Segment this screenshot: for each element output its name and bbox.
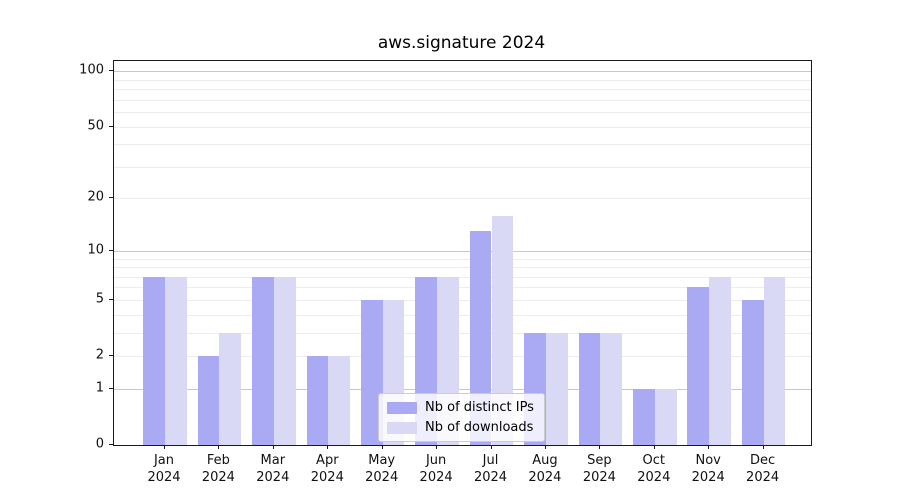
y-tick-label: 10 — [87, 242, 104, 258]
gridline-minor — [114, 258, 811, 260]
x-tick-label: Aug 2024 — [528, 453, 562, 485]
plot-area: Nb of distinct IPs Nb of downloads — [113, 60, 812, 446]
legend: Nb of distinct IPs Nb of downloads — [378, 393, 545, 442]
bar-downloads — [491, 215, 514, 445]
x-tick-label: Feb 2024 — [201, 453, 235, 485]
gridline-minor — [114, 79, 811, 81]
legend-item-downloads: Nb of downloads — [387, 420, 534, 435]
gridline-minor — [114, 89, 811, 90]
y-tick-mark — [109, 197, 113, 199]
x-tick-mark — [218, 445, 220, 449]
bar-downloads — [165, 276, 187, 445]
x-tick-label: Apr 2024 — [310, 453, 344, 485]
legend-swatch-distinct-ips — [387, 401, 417, 414]
bar-downloads — [654, 388, 677, 445]
x-tick-label: Dec 2024 — [746, 453, 780, 485]
y-tick-label: 50 — [87, 118, 104, 133]
y-tick-label: 100 — [79, 62, 104, 78]
bar-distinct-ips — [578, 332, 601, 445]
gridline-minor — [114, 314, 811, 316]
legend-item-distinct-ips: Nb of distinct IPs — [387, 400, 534, 415]
gridline-minor — [114, 287, 811, 289]
x-tick-mark — [653, 445, 655, 449]
bar-downloads — [219, 332, 242, 445]
y-tick-label: 1 — [95, 380, 104, 396]
y-tick-mark — [109, 444, 113, 445]
gridline-minor — [114, 332, 811, 334]
gridline-major — [114, 388, 811, 390]
x-tick-label: Jan 2024 — [147, 453, 181, 485]
gridline-minor — [114, 356, 811, 357]
gridline-minor — [114, 198, 811, 200]
x-tick-label: Sep 2024 — [582, 453, 616, 485]
bar-downloads — [328, 356, 351, 445]
y-tick-mark — [109, 298, 113, 300]
y-tick-label: 5 — [95, 291, 104, 307]
bar-downloads — [709, 276, 731, 445]
gridline-minor — [114, 299, 811, 301]
y-tick-mark — [109, 355, 113, 356]
x-tick-mark — [381, 445, 383, 449]
x-tick-label: May 2024 — [365, 453, 399, 485]
y-tick-mark — [109, 125, 113, 127]
gridline-minor — [114, 267, 811, 268]
gridline-minor — [114, 276, 811, 278]
legend-label-distinct-ips: Nb of distinct IPs — [425, 400, 534, 415]
gridline-minor — [114, 166, 811, 168]
x-tick-label: Oct 2024 — [637, 453, 671, 485]
gridline-minor — [114, 112, 811, 113]
gridline-minor — [114, 126, 811, 128]
bar-distinct-ips — [252, 276, 274, 445]
gridline-minor — [114, 99, 811, 101]
y-tick-mark — [109, 70, 113, 72]
x-tick-label: Nov 2024 — [691, 453, 725, 485]
bar-distinct-ips — [306, 356, 329, 445]
bar-downloads — [763, 276, 786, 445]
x-tick-mark — [544, 445, 546, 449]
gridline-minor — [114, 144, 811, 146]
x-tick-label: Mar 2024 — [256, 453, 290, 485]
y-tick-mark — [109, 249, 113, 251]
gridline-major — [114, 250, 811, 252]
bar-distinct-ips — [469, 231, 492, 445]
x-tick-mark — [436, 445, 438, 449]
x-tick-mark — [490, 445, 492, 449]
y-tick-label: 0 — [95, 436, 104, 452]
bar-downloads — [600, 332, 623, 445]
chart-title: aws.signature 2024 — [377, 33, 546, 53]
bar-distinct-ips — [360, 299, 383, 445]
x-tick-mark — [272, 445, 274, 449]
x-tick-mark — [708, 445, 710, 449]
gridline-major — [114, 71, 811, 73]
x-tick-label: Jun 2024 — [419, 453, 453, 485]
legend-label-downloads: Nb of downloads — [425, 420, 534, 435]
y-tick-label: 20 — [87, 189, 104, 205]
bar-distinct-ips — [741, 299, 764, 445]
bar-downloads — [545, 332, 568, 445]
x-tick-mark — [164, 445, 165, 449]
bar-distinct-ips — [143, 276, 165, 445]
bar-distinct-ips — [687, 287, 710, 445]
x-tick-mark — [599, 445, 601, 449]
bar-downloads — [273, 276, 296, 445]
x-tick-mark — [762, 445, 764, 449]
x-tick-label: Jul 2024 — [473, 453, 508, 485]
y-tick-mark — [109, 387, 113, 389]
bar-distinct-ips — [197, 356, 220, 445]
bar-distinct-ips — [633, 388, 655, 445]
x-tick-mark — [327, 445, 329, 449]
y-tick-label: 2 — [95, 347, 104, 363]
legend-swatch-downloads — [387, 421, 417, 434]
